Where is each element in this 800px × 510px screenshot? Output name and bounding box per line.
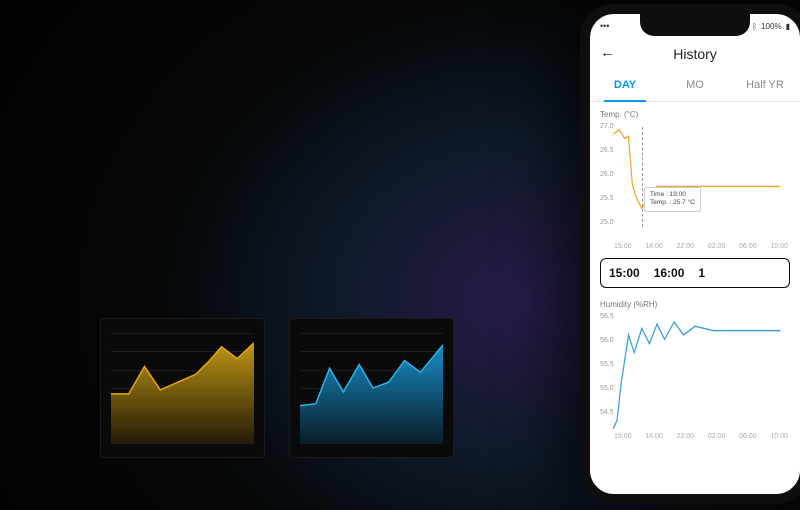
temp-y-4: 25.0 bbox=[600, 219, 614, 226]
tab-day[interactable]: DAY bbox=[590, 70, 660, 101]
blue-chart-inner bbox=[300, 333, 443, 443]
blue-area-chart bbox=[300, 333, 443, 443]
temp-line-chart bbox=[600, 121, 790, 241]
phone-notch bbox=[640, 14, 750, 36]
blue-chart-card bbox=[289, 318, 454, 458]
temp-y-1: 26.5 bbox=[600, 147, 614, 154]
time-opt-2[interactable]: 1 bbox=[698, 266, 705, 280]
temp-y-3: 25.5 bbox=[600, 195, 614, 202]
humidity-chart-box[interactable]: 56.5 56.0 55.5 55.0 54.5 bbox=[600, 311, 790, 431]
temp-chart-section: Temp. (°C) 27.0 26.5 26.0 25.5 25.0 Time… bbox=[590, 102, 800, 254]
tab-half-year[interactable]: Half YR bbox=[730, 70, 800, 101]
yellow-chart-inner bbox=[111, 333, 254, 443]
temp-tooltip: Time : 19:00 Temp. : 25.7 °C bbox=[644, 187, 701, 212]
temp-chart-box[interactable]: 27.0 26.5 26.0 25.5 25.0 Time : 19:00 Te… bbox=[600, 121, 790, 241]
humidity-x-axis: 15:00 18:00 22:00 02:00 06:00 10:00 bbox=[600, 431, 790, 440]
phone-mockup: ••• ᯤ ᛒ 100% ▮ ← History DAY MO Half YR … bbox=[580, 4, 800, 504]
temp-y-2: 26.0 bbox=[600, 171, 614, 178]
tooltip-temp: Temp. : 25.7 °C bbox=[650, 199, 695, 207]
hum-y-3: 55.0 bbox=[600, 385, 614, 392]
temp-chart-label: Temp. (°C) bbox=[600, 110, 790, 119]
time-opt-0[interactable]: 15:00 bbox=[609, 266, 640, 280]
battery-label: 100% bbox=[761, 22, 781, 31]
bluetooth-icon: ᛒ bbox=[752, 22, 757, 31]
time-opt-1[interactable]: 16:00 bbox=[654, 266, 685, 280]
hum-y-2: 55.5 bbox=[600, 361, 614, 368]
hum-y-1: 56.0 bbox=[600, 337, 614, 344]
battery-icon: ▮ bbox=[786, 22, 790, 31]
temp-y-0: 27.0 bbox=[600, 123, 614, 130]
tabs-row: DAY MO Half YR bbox=[590, 70, 800, 102]
temp-vline bbox=[642, 127, 643, 227]
page-title: History bbox=[673, 46, 717, 62]
back-button[interactable]: ← bbox=[600, 44, 615, 61]
nav-bar: ← History bbox=[590, 38, 800, 70]
time-selector-bar[interactable]: 15:00 16:00 1 bbox=[600, 258, 790, 288]
hum-y-4: 54.5 bbox=[600, 409, 614, 416]
humidity-chart-label: Humidity (%RH) bbox=[600, 300, 790, 309]
tab-month[interactable]: MO bbox=[660, 70, 730, 101]
yellow-chart-card bbox=[100, 318, 265, 458]
yellow-area-chart bbox=[111, 333, 254, 443]
signal-icon: ••• bbox=[600, 21, 609, 31]
chart-cards-row bbox=[100, 318, 454, 458]
hum-y-0: 56.5 bbox=[600, 313, 614, 320]
humidity-line-chart bbox=[600, 311, 790, 431]
humidity-chart-section: Humidity (%RH) 56.5 56.0 55.5 55.0 54.5 … bbox=[590, 292, 800, 444]
temp-x-axis: 15:00 18:00 22:00 02:00 06:00 10:00 bbox=[600, 241, 790, 250]
